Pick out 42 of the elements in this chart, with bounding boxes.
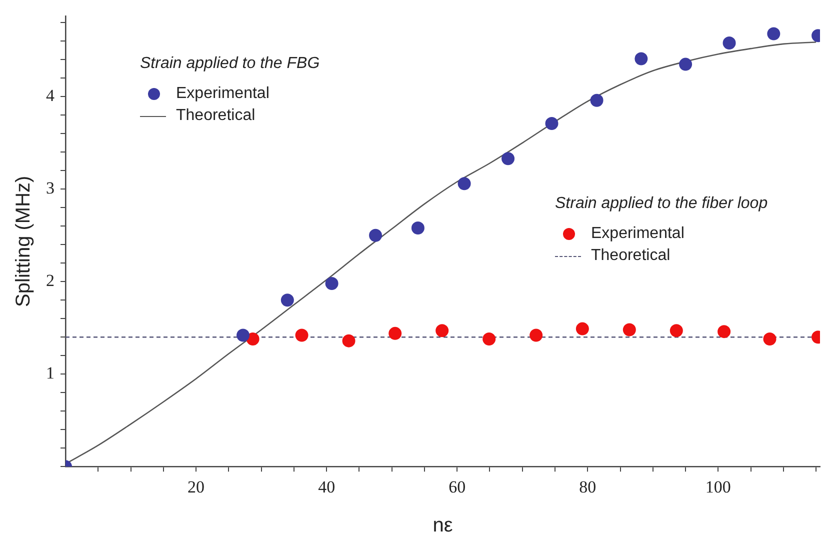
y-tick-label: 2 — [46, 271, 54, 290]
point — [342, 334, 356, 348]
annotation: Strain applied to the FBG — [140, 55, 320, 73]
y-tick-label: 4 — [46, 86, 55, 106]
point — [411, 221, 424, 234]
point — [718, 325, 731, 338]
point — [458, 177, 471, 190]
y-tick-label: 3 — [46, 178, 54, 198]
point — [236, 328, 250, 342]
point — [530, 328, 543, 342]
x-tick-label: 60 — [448, 477, 466, 496]
legend-label: Theoretical — [176, 107, 256, 125]
point — [767, 27, 780, 40]
annotation: Strain applied to the fiber loop — [555, 195, 768, 213]
point — [763, 332, 776, 346]
point — [634, 52, 648, 66]
y-axis-title: Splitting (MHz) — [12, 176, 35, 307]
point — [280, 294, 294, 307]
point — [670, 324, 683, 338]
legend-label: Experimental — [591, 225, 684, 243]
point — [295, 328, 308, 342]
point — [545, 116, 558, 130]
point — [482, 332, 496, 346]
point — [325, 276, 338, 290]
x-tick-label: 100 — [705, 477, 731, 496]
point — [590, 94, 604, 107]
point — [502, 152, 515, 166]
point — [576, 322, 589, 336]
point — [722, 36, 736, 50]
y-tick-label: 1 — [46, 364, 54, 383]
x-axis-title: nε — [432, 514, 453, 537]
point — [246, 332, 260, 346]
point — [388, 326, 402, 340]
point — [369, 228, 382, 242]
legend-label: Experimental — [176, 85, 270, 103]
x-tick-label: 80 — [579, 477, 596, 496]
legend-label: Theoretical — [591, 247, 670, 265]
point — [436, 324, 449, 338]
point — [622, 323, 636, 336]
point — [679, 58, 692, 71]
x-tick-label: 40 — [318, 477, 336, 496]
x-tick-label: 20 — [188, 477, 205, 496]
